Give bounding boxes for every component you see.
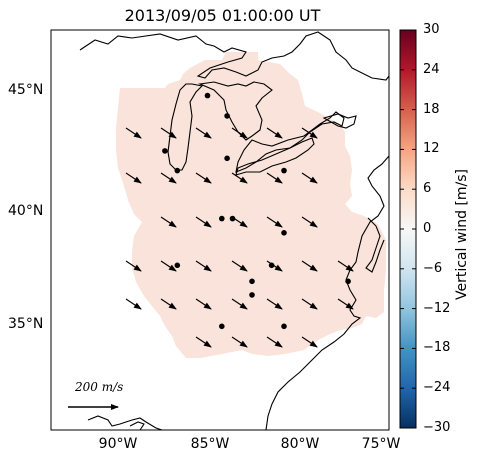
wind-vector-arrow [195,216,212,228]
wind-vector-arrow [195,298,212,310]
wind-vector-arrow [266,336,283,348]
wind-vector-arrow [301,172,318,184]
colorbar-tick-label: 12 [423,141,440,157]
wind-vector-arrow [266,298,283,310]
colorbar-label: Vertical wind [m/s] [454,169,470,300]
wind-vector-arrow [195,127,212,139]
colorbar-tick-label: 30 [423,22,440,37]
station-marker [219,215,225,222]
station-marker [224,113,230,119]
colorbar-tick-label: 0 [423,221,432,236]
wind-vector-arrow [195,336,212,348]
lon-tick-85: 85°W [190,436,230,452]
wind-vector-arrow [160,216,177,228]
wind-vector-arrow [125,127,142,139]
wind-vector-arrow [337,260,354,272]
colorbar-tick-label: −30 [423,420,451,435]
wind-vector-arrow [231,127,248,139]
wind-vector-arrow [301,260,318,272]
station-marker [174,167,181,174]
station-marker [249,278,255,285]
colorbar-tick-label: −24 [423,380,451,396]
wind-vector-arrow [301,216,318,228]
wind-vector-arrow [231,260,248,272]
wind-vector-arrow [195,260,212,272]
wind-vector-arrow [231,172,248,184]
wind-vector-arrow [301,336,318,348]
colorbar-tick-label: 24 [423,61,440,77]
wind-vector-arrow [195,172,212,184]
wind-vector-arrow [160,172,177,184]
colorbar-tick-label: −12 [423,300,451,316]
station-marker [204,92,211,99]
station-marker [219,323,225,330]
lat-tick-45: 45°N [8,82,44,98]
wind-vector-arrow [337,298,354,310]
station-marker [281,230,287,236]
reference-arrow-label: 200 m/s [74,380,123,394]
colorbar-tick-label: 6 [423,181,432,197]
station-marker [281,167,287,174]
station-marker [174,262,181,269]
lon-tick-75: 75°W [361,436,401,452]
station-marker [229,215,236,222]
wind-vector-arrow [125,172,142,184]
colorbar-tick-label: −6 [423,260,443,276]
colorbar-tick-label: 18 [423,101,440,117]
station-marker [224,155,230,162]
wind-vector-arrow [231,298,248,310]
wind-vector-arrow [266,172,283,184]
station-marker [345,278,351,285]
lat-tick-40: 40°N [8,203,44,219]
wind-vector-arrow [266,127,283,139]
wind-vector-arrow [160,260,177,272]
wind-vector-arrow [231,336,248,348]
colorbar-tick-marks [400,29,416,429]
lat-tick-35: 35°N [8,316,44,332]
coastlines [79,31,389,430]
station-marker [249,292,255,298]
wind-vector-arrow [160,298,177,310]
station-markers [162,92,351,330]
wind-vector-arrow [125,260,142,272]
wind-vector-arrow [301,298,318,310]
wind-vector-arrow [231,216,248,228]
wind-vector-arrow [266,216,283,228]
station-marker [281,323,287,330]
map-title: 2013/09/05 01:00:00 UT [124,6,321,25]
wind-vector-arrow [301,127,318,139]
colorbar-tick-label: −18 [423,340,451,356]
lon-tick-80: 80°W [280,436,320,452]
lon-tick-90: 90°W [98,436,138,452]
wind-vector-arrow [125,298,142,310]
wind-vector-arrow [266,260,283,272]
vertical-wind-field [116,52,386,358]
station-marker [162,148,168,154]
wind-vectors [125,127,354,348]
wind-vector-arrow [160,127,177,139]
station-marker [268,262,275,269]
map-frame [50,29,390,431]
